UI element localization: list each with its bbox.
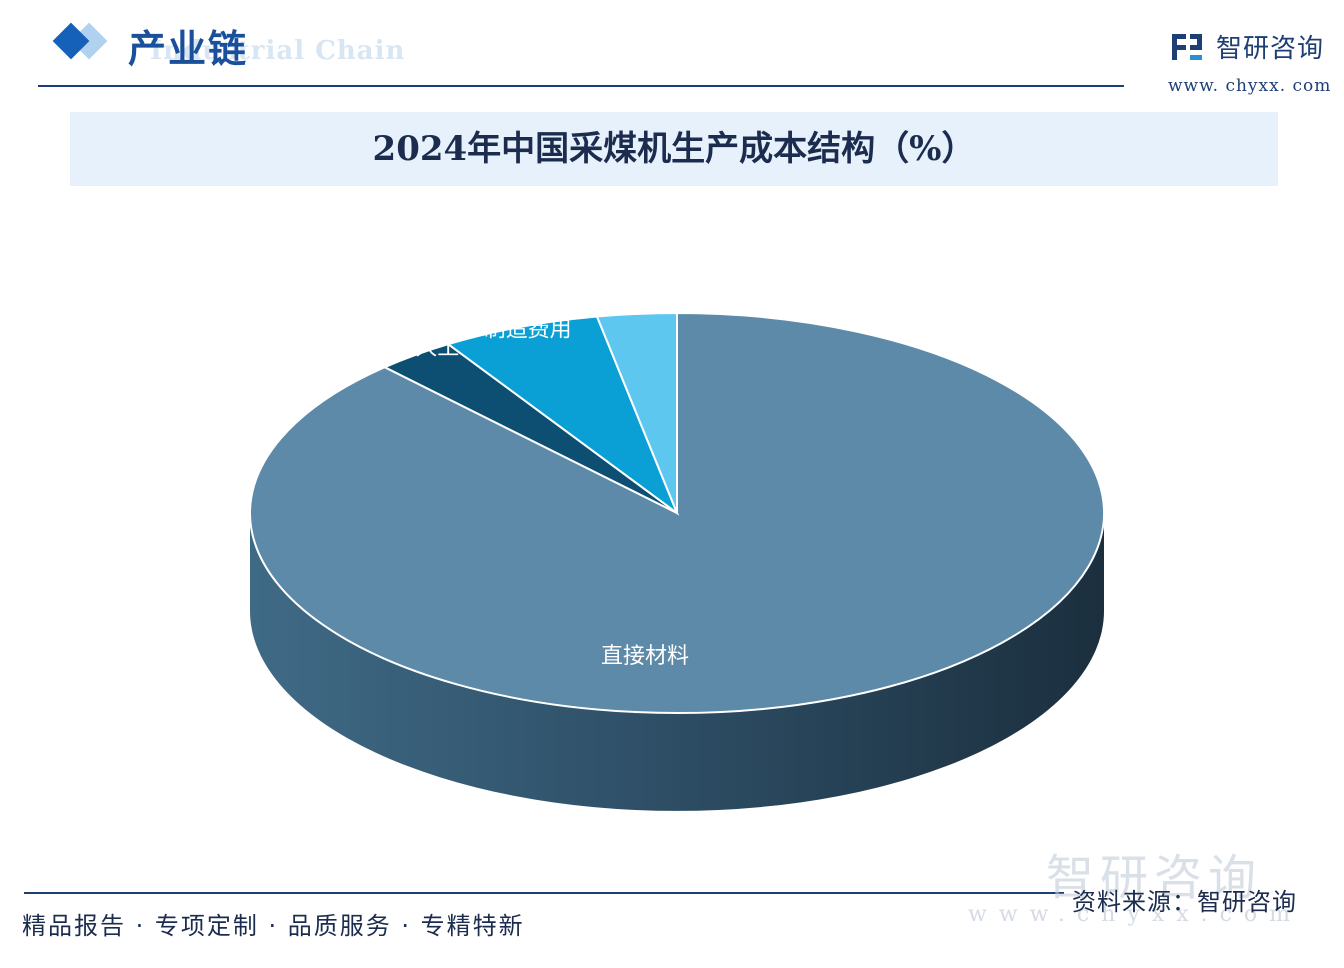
watermark-name: 智研咨询 <box>1046 850 1263 906</box>
brand-logo-icon <box>1172 34 1202 60</box>
footer-tags: 精品报告 · 专项定制 · 品质服务 · 专精特新 <box>22 912 525 940</box>
watermark-url: www.chyxx.com <box>968 902 1303 927</box>
slice-label-2: 直接人工 <box>371 336 459 361</box>
header-divider <box>38 85 1124 87</box>
brand-url: www. chyxx. com <box>1168 76 1332 96</box>
section-subtitle: Industrial Chain <box>150 36 406 66</box>
pie-slices <box>249 311 1105 714</box>
section-title: 产业链 <box>128 27 249 71</box>
footer-divider <box>24 892 1064 894</box>
pie-slice-4 <box>595 311 678 514</box>
source-note: 资料来源：智研咨询 <box>1072 888 1297 916</box>
brand-name: 智研咨询 <box>1216 34 1325 64</box>
chart-title: 2024年中国采煤机生产成本结构（%） <box>372 129 976 169</box>
pie-slice-3 <box>445 315 680 516</box>
pie-side <box>250 513 1104 811</box>
chart-title-band: 2024年中国采煤机生产成本结构（%） <box>70 112 1278 186</box>
header: Industrial Chain 产业链 智研咨询 www. chyxx. co… <box>0 0 1344 100</box>
slice-label-3: 制造费用 <box>484 317 572 342</box>
pie-side-wall <box>250 513 1104 811</box>
slice-label-4: 运费及其他 <box>581 291 691 316</box>
slice-label-1: 直接材料 <box>601 644 689 669</box>
